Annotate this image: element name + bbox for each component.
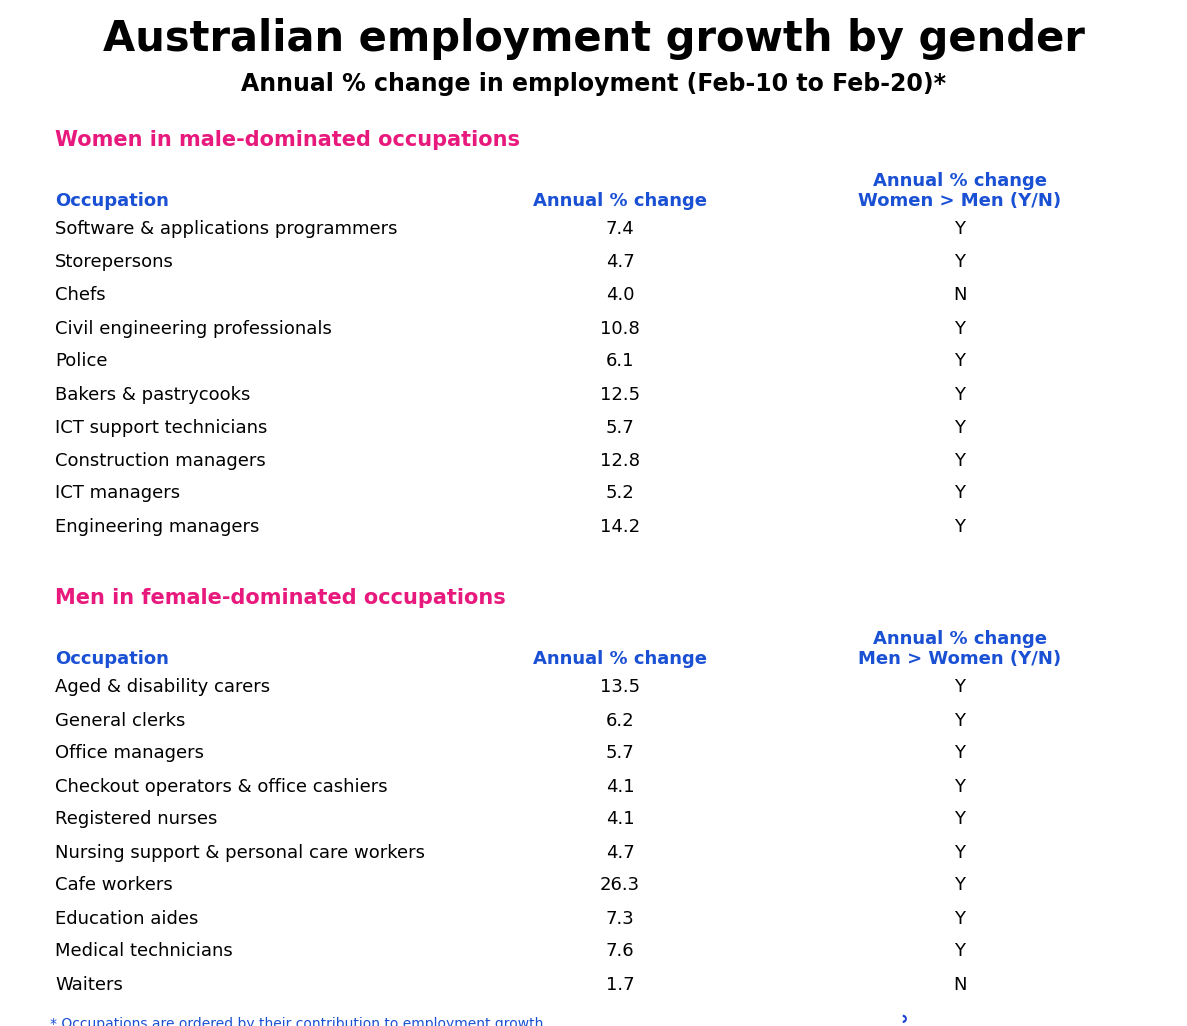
Text: Software & applications programmers: Software & applications programmers <box>55 221 398 238</box>
Text: 5.2: 5.2 <box>605 484 634 503</box>
Text: 7.3: 7.3 <box>605 909 634 928</box>
Text: Men in female-dominated occupations: Men in female-dominated occupations <box>55 588 506 608</box>
Text: N: N <box>953 976 966 993</box>
Text: 5.7: 5.7 <box>605 419 634 436</box>
Text: Office managers: Office managers <box>55 745 204 762</box>
Text: ʾ: ʾ <box>900 1015 909 1026</box>
Text: Y: Y <box>954 811 965 829</box>
Text: Police: Police <box>55 353 108 370</box>
Text: Construction managers: Construction managers <box>55 451 266 470</box>
Text: Annual % change: Annual % change <box>533 650 707 668</box>
Text: Y: Y <box>954 745 965 762</box>
Text: 26.3: 26.3 <box>599 876 640 895</box>
Text: 5.7: 5.7 <box>605 745 634 762</box>
Text: N: N <box>953 286 966 305</box>
Text: Y: Y <box>954 678 965 697</box>
Text: Y: Y <box>954 253 965 272</box>
Text: Women > Men (Y/N): Women > Men (Y/N) <box>858 192 1061 210</box>
Text: Annual % change: Annual % change <box>872 172 1047 190</box>
Text: Men > Women (Y/N): Men > Women (Y/N) <box>858 650 1061 668</box>
Text: Y: Y <box>954 319 965 338</box>
Text: Y: Y <box>954 419 965 436</box>
Text: Y: Y <box>954 909 965 928</box>
Text: Aged & disability carers: Aged & disability carers <box>55 678 271 697</box>
Text: 12.5: 12.5 <box>599 386 640 403</box>
Text: 7.6: 7.6 <box>605 943 634 960</box>
Text: Bakers & pastrycooks: Bakers & pastrycooks <box>55 386 250 403</box>
Text: 4.7: 4.7 <box>605 253 634 272</box>
Text: 1.7: 1.7 <box>605 976 634 993</box>
Text: Y: Y <box>954 711 965 729</box>
Text: Annual % change: Annual % change <box>533 192 707 210</box>
Text: 12.8: 12.8 <box>599 451 640 470</box>
Text: Y: Y <box>954 778 965 795</box>
Text: 6.1: 6.1 <box>605 353 634 370</box>
Text: Chefs: Chefs <box>55 286 106 305</box>
Text: Y: Y <box>954 353 965 370</box>
Text: Nursing support & personal care workers: Nursing support & personal care workers <box>55 843 425 862</box>
Text: General clerks: General clerks <box>55 711 185 729</box>
Text: 4.7: 4.7 <box>605 843 634 862</box>
Text: 4.0: 4.0 <box>605 286 634 305</box>
Text: 7.4: 7.4 <box>605 221 634 238</box>
Text: * Occupations are ordered by their contribution to employment growth.: * Occupations are ordered by their contr… <box>50 1017 547 1026</box>
Text: Y: Y <box>954 221 965 238</box>
Text: Y: Y <box>954 876 965 895</box>
Text: Registered nurses: Registered nurses <box>55 811 217 829</box>
Text: Medical technicians: Medical technicians <box>55 943 233 960</box>
Text: Y: Y <box>954 484 965 503</box>
Text: Civil engineering professionals: Civil engineering professionals <box>55 319 332 338</box>
Text: 13.5: 13.5 <box>599 678 640 697</box>
Text: Annual % change: Annual % change <box>872 630 1047 648</box>
Text: ICT support technicians: ICT support technicians <box>55 419 267 436</box>
Text: Occupation: Occupation <box>55 192 169 210</box>
Text: Y: Y <box>954 517 965 536</box>
Text: Annual % change in employment (Feb-10 to Feb-20)*: Annual % change in employment (Feb-10 to… <box>241 72 946 96</box>
Text: Y: Y <box>954 451 965 470</box>
Text: Education aides: Education aides <box>55 909 198 928</box>
Text: Storepersons: Storepersons <box>55 253 173 272</box>
Text: 4.1: 4.1 <box>605 778 634 795</box>
Text: Y: Y <box>954 386 965 403</box>
Text: Waiters: Waiters <box>55 976 123 993</box>
Text: Cafe workers: Cafe workers <box>55 876 173 895</box>
Text: Engineering managers: Engineering managers <box>55 517 260 536</box>
Text: Women in male-dominated occupations: Women in male-dominated occupations <box>55 130 520 150</box>
Text: 14.2: 14.2 <box>599 517 640 536</box>
Text: Occupation: Occupation <box>55 650 169 668</box>
Text: Checkout operators & office cashiers: Checkout operators & office cashiers <box>55 778 388 795</box>
Text: ICT managers: ICT managers <box>55 484 180 503</box>
Text: Y: Y <box>954 843 965 862</box>
Text: Y: Y <box>954 943 965 960</box>
Text: Australian employment growth by gender: Australian employment growth by gender <box>102 18 1085 60</box>
Text: 10.8: 10.8 <box>601 319 640 338</box>
Text: 6.2: 6.2 <box>605 711 634 729</box>
Text: 4.1: 4.1 <box>605 811 634 829</box>
